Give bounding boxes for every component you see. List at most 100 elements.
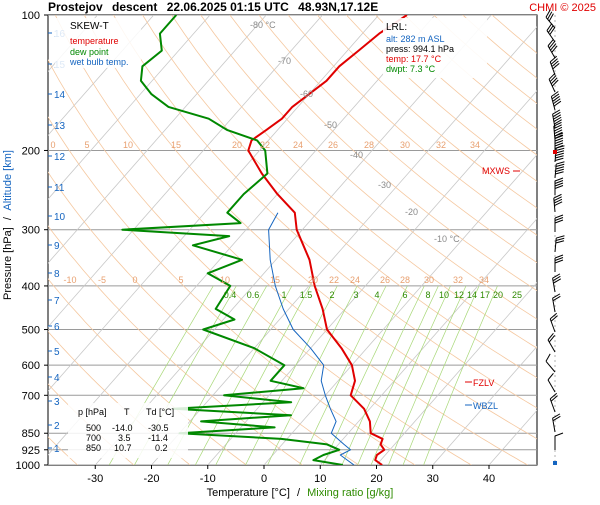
wind-barb: [555, 235, 564, 253]
theta-label-upper: 0: [50, 140, 55, 150]
wind-barb: [549, 56, 562, 75]
table-row-700-t: 3.5: [118, 433, 131, 443]
theta-label-lower: 28: [400, 275, 410, 285]
table-row-850-p: 850: [86, 443, 101, 453]
mixing-ratio-label: 8: [425, 290, 430, 300]
theta-label-upper: 10: [123, 140, 133, 150]
max-wind-marker: [553, 150, 557, 154]
pressure-tick-label: 300: [22, 225, 40, 237]
y-axis-altitude-label: Altitude [km]: [2, 150, 14, 211]
theta-label-upper: 28: [364, 140, 374, 150]
theta-label-lower: 15: [270, 275, 280, 285]
wbzl-label: WBZL: [473, 401, 498, 411]
theta-label-upper: 24: [293, 140, 303, 150]
x-axis-mix-label: Mixing ratio [g/kg]: [307, 487, 393, 499]
isotherm-label: -10 °C: [434, 234, 460, 244]
table-row-700-p: 700: [86, 433, 101, 443]
altitude-tick-label: 2: [54, 421, 60, 432]
chart-title: Prostejov descent 22.06.2025 01:15 UTC 4…: [48, 0, 378, 14]
altitude-tick-label: 14: [54, 90, 66, 101]
theta-label-lower: 0: [132, 275, 137, 285]
temp-tick-label: 0: [261, 473, 267, 485]
wind-barb: [555, 255, 563, 272]
wind-barb: [552, 294, 563, 312]
table-row-500-p: 500: [86, 423, 101, 433]
isotherm-label: -20: [405, 207, 418, 217]
theta-label-lower: 34: [479, 275, 489, 285]
wind-barb: [547, 373, 562, 392]
altitude-tick-label: 4: [54, 373, 60, 384]
table-row-500-t: -14.0: [112, 423, 133, 433]
theta-label-upper: 32: [436, 140, 446, 150]
theta-label-lower: -5: [98, 275, 106, 285]
wind-barb: [551, 92, 563, 110]
x-axis-temp-label: Temperature [°C]: [207, 487, 290, 499]
theta-label-lower: 30: [424, 275, 434, 285]
pressure-tick-label: 200: [22, 145, 40, 157]
theta-label-lower: 10: [220, 275, 230, 285]
pressure-tick-label: 400: [22, 281, 40, 293]
theta-label-lower: 32: [453, 275, 463, 285]
pressure-tick-label: 500: [22, 325, 40, 337]
table-header-p: p [hPa]: [78, 407, 107, 417]
theta-label-lower: 5: [178, 275, 183, 285]
wind-barb: [547, 333, 562, 352]
table-row-500-td: -30.5: [148, 423, 169, 433]
wind-barb: [544, 354, 561, 372]
coords-label: 48.93N,17.12E: [298, 0, 378, 14]
mixing-ratio-label: 6: [402, 290, 407, 300]
mixing-ratio-label: 12: [454, 290, 464, 300]
temp-tick-label: 30: [427, 473, 439, 485]
theta-label-upper: 20: [232, 140, 242, 150]
wind-barb: [547, 39, 562, 58]
y-axis-sep: /: [2, 216, 14, 220]
y-axis-pressure-label: Pressure [hPa]: [2, 227, 14, 300]
wind-barb: [555, 433, 563, 450]
isotherm-label: -80 °C: [250, 20, 276, 30]
altitude-tick-label: 1: [54, 444, 60, 455]
pressure-tick-label: 1000: [16, 460, 40, 472]
altitude-tick-label: 6: [54, 322, 60, 333]
mode-label: descent: [112, 0, 157, 14]
theta-label-upper: 15: [171, 140, 181, 150]
station-name: Prostejov: [48, 0, 103, 14]
table-header-t: T: [124, 407, 130, 417]
surface-wind-marker: [553, 461, 557, 465]
theta-label-lower: -10: [63, 275, 76, 285]
theta-label-lower: 20: [308, 275, 318, 285]
temp-tick-label: 10: [314, 473, 326, 485]
theta-label-upper: 34: [470, 140, 480, 150]
altitude-tick-label: 9: [54, 241, 60, 252]
temp-tick-label: -30: [87, 473, 103, 485]
mixing-ratio-label: 2: [329, 290, 334, 300]
theta-label-upper: 5: [84, 140, 89, 150]
mixing-ratio-label: 0.6: [247, 290, 260, 300]
mixing-ratio-label: 14: [467, 290, 477, 300]
legend-item-dewpoint: dew point: [70, 47, 109, 57]
legend-item-wetbulb: wet bulb temp.: [69, 57, 129, 67]
lrl-alt: alt: 282 m ASL: [386, 34, 445, 44]
theta-label-upper: 26: [328, 140, 338, 150]
altitude-tick-label: 7: [54, 296, 60, 307]
isotherm-label: -50: [324, 120, 337, 130]
lrl-dwpt: dwpt: 7.3 °C: [386, 64, 436, 74]
wind-barb: [554, 194, 563, 212]
temp-tick-label: 20: [370, 473, 382, 485]
isotherm-label: -30: [378, 180, 391, 190]
wind-barb: [548, 73, 562, 92]
copyright-label: CHMI © 2025: [529, 2, 596, 14]
altitude-tick-label: 5: [54, 347, 60, 358]
table-row-850-td: 0.2: [155, 443, 168, 453]
altitude-tick-label: 11: [54, 183, 65, 194]
altitude-tick-label: 3: [54, 397, 60, 408]
mixing-ratio-label: 1: [281, 290, 286, 300]
mixing-ratio-label: 20: [493, 290, 503, 300]
mixing-ratio-label: 10: [439, 290, 449, 300]
theta-label-lower: 22: [329, 275, 339, 285]
theta-label-upper: 30: [400, 140, 410, 150]
wind-barb: [549, 393, 562, 412]
mixing-ratio-label: 0.4: [224, 290, 237, 300]
wind-barb: [555, 178, 563, 195]
y-axis-title: Pressure [hPa] / Altitude [km]: [2, 150, 14, 300]
